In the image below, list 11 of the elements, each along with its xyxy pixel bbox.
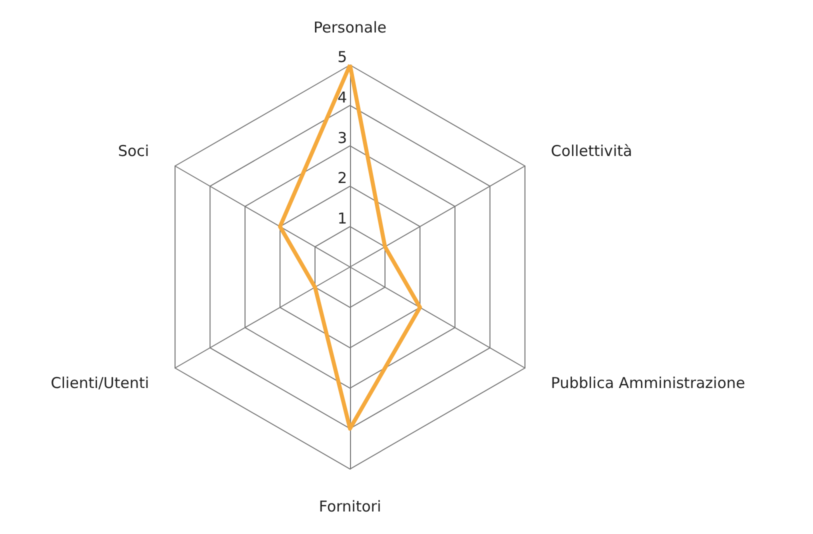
y-tick-label: 4 [337, 88, 347, 106]
y-tick-label: 2 [337, 169, 347, 188]
y-tick-label: 3 [337, 128, 347, 147]
spoke-label: Clienti/Utenti [50, 374, 150, 392]
spoke-label: Soci [118, 142, 150, 160]
spoke-label: Pubblica Amministrazione [550, 374, 746, 392]
y-tick-label: 5 [337, 48, 347, 66]
spoke-label: Fornitori [318, 498, 382, 516]
spoke-label: Personale [314, 18, 386, 36]
spoke-label: Collettività [550, 142, 632, 160]
y-tick-label: 1 [337, 210, 347, 228]
